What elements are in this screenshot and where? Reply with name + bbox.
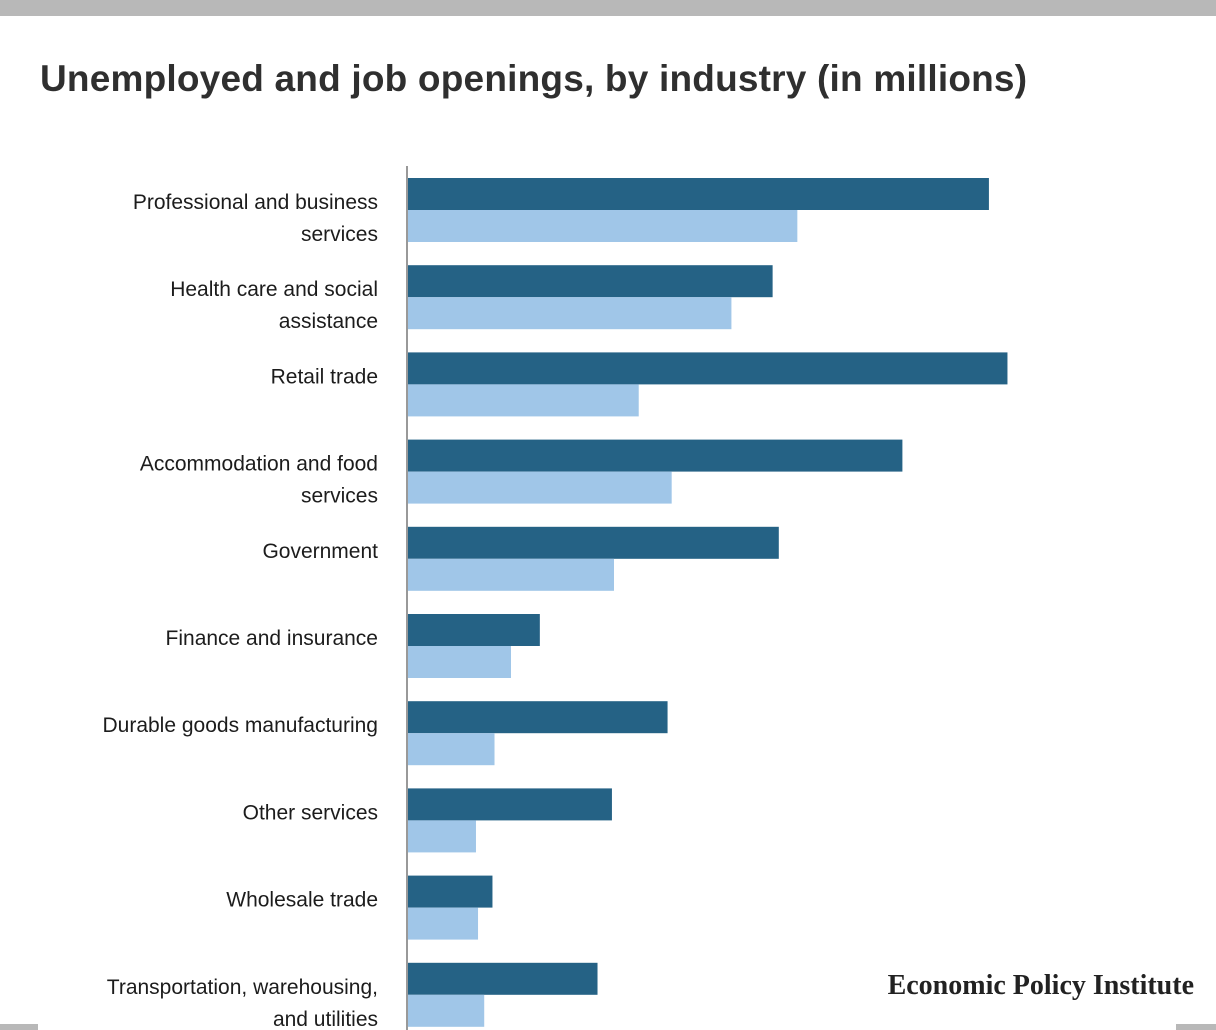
bar-unemployed [408,265,773,298]
category-label: Durable goods manufacturing [102,714,378,737]
category-label-line: Accommodation and food [140,453,378,476]
category-label: Other services [243,801,378,824]
category-label-line: services [301,485,378,508]
bar-job-openings [408,297,732,330]
bar-job-openings [408,558,614,591]
bar-job-openings [408,907,479,940]
category-label-line: Government [262,540,378,563]
category-label: Professional and business services [133,191,378,246]
bar-job-openings [408,210,798,242]
bar-job-openings [408,384,639,417]
brand-logo-text: Economic Policy Institute [887,970,1194,1001]
bar-unemployed [408,614,540,646]
category-label-line: Other services [243,801,378,824]
bottom-left-frame-mark [0,1024,38,1030]
bar-unemployed [408,526,779,559]
category-label: Transportation, warehousing, and utilitie… [107,976,378,1030]
category-label-line: and utilities [273,1008,378,1030]
category-label-line: Transportation, warehousing, [107,976,378,999]
bar-job-openings [408,733,495,766]
bar-unemployed [408,352,1008,385]
bar-unemployed [408,875,493,908]
bottom-right-frame-mark [1176,1024,1216,1030]
category-label: Wholesale trade [226,889,378,912]
bar-unemployed [408,178,989,210]
bar-job-openings [408,646,511,678]
category-label: Accommodation and food services [140,453,378,508]
bar-job-openings [408,994,485,1027]
category-label: Government [262,540,378,563]
bar-unemployed [408,962,598,995]
category-label: Finance and insurance [166,627,378,650]
bar-unemployed [408,701,668,734]
category-label-line: Professional and business [133,191,378,214]
category-label-line: Wholesale trade [226,889,378,912]
category-label-line: Health care and social [170,278,378,301]
bar-unemployed [408,788,612,821]
top-border-bar [0,0,1216,16]
bar-job-openings [408,820,476,853]
category-label-line: Finance and insurance [166,627,378,650]
category-label-line: services [301,223,378,246]
category-label-line: Durable goods manufacturing [102,714,378,737]
bar-unemployed [408,439,903,472]
category-label: Health care and social assistance [170,278,378,333]
category-label-line: Retail trade [271,365,378,388]
category-label: Retail trade [271,365,378,388]
chart-title: Unemployed and job openings, by industry… [40,58,1028,99]
bar-job-openings [408,471,672,504]
category-label-line: assistance [279,310,378,333]
